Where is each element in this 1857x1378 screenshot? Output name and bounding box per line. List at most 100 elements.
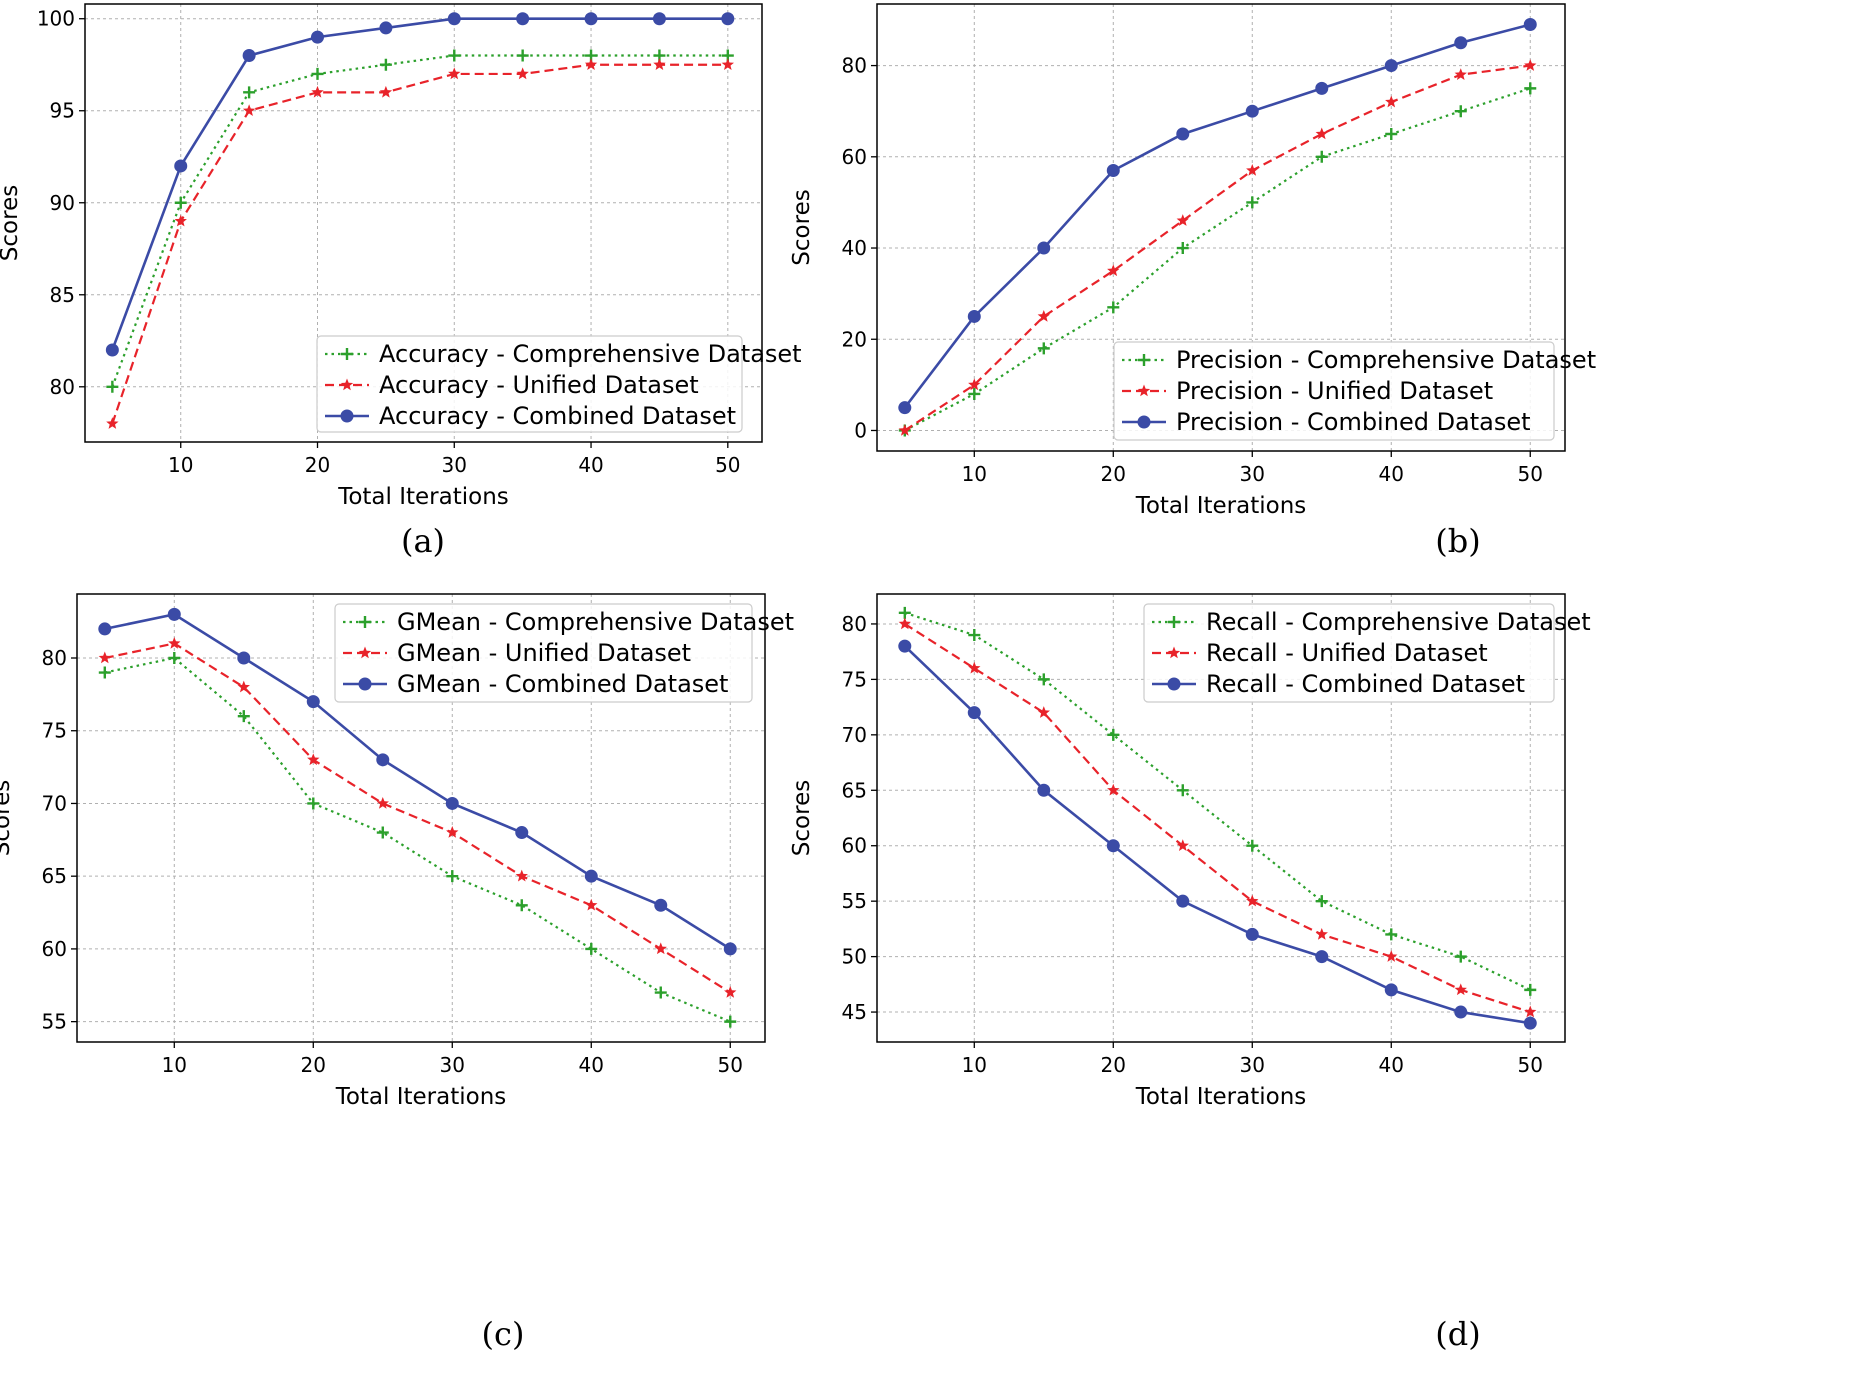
y-tick-label: 65: [842, 778, 867, 802]
legend-box: [1143, 603, 1555, 703]
series-2-point: [174, 159, 188, 173]
series-2-point: [967, 706, 981, 720]
x-axis-label: Total Iterations: [1135, 1084, 1307, 1110]
gmean-chart: 10 20 30 40 50 55 60 65 70 75 80 Total Iterations Sc…: [0, 593, 794, 1110]
series-2-point: [311, 30, 325, 44]
series-0-point: [1385, 127, 1398, 140]
series-0-point: [1176, 242, 1189, 255]
series-1-point: [516, 67, 529, 80]
series-0: [106, 49, 734, 393]
series-0-point: [1107, 728, 1120, 741]
series-1: [98, 636, 737, 998]
y-axis-label: Scores: [0, 780, 15, 856]
y-tick-label: 20: [842, 327, 867, 351]
series-2-point: [898, 401, 912, 415]
series-1-point: [448, 67, 461, 80]
series-2-point: [167, 607, 181, 621]
series-2: [898, 639, 1537, 1030]
x-tick-label: 20: [1101, 462, 1126, 486]
series-2: [98, 607, 737, 956]
x-tick-label: 20: [305, 453, 330, 477]
legend-label: GMean - Combined Dataset: [397, 670, 728, 698]
series-2-point: [1245, 927, 1259, 941]
precision-chart: 10 20 30 40 50 0 20 40 60 80 Total Iterations Score…: [789, 3, 1596, 519]
series-line: [904, 623, 1531, 1014]
series-1-point: [106, 417, 119, 429]
series-0: [98, 652, 737, 1028]
series-0-point: [311, 67, 324, 80]
series-2-point: [105, 343, 119, 357]
series-1-point: [1107, 264, 1120, 277]
series-0-point: [1454, 950, 1467, 963]
series-2-point: [584, 12, 598, 26]
y-axis-label: Scores: [0, 185, 23, 261]
legend: Precision - Comprehensive Dataset Precisi…: [1113, 341, 1596, 441]
series-line: [111, 63, 728, 424]
series-1-point: [307, 753, 320, 766]
y-tick-label: 80: [842, 612, 867, 636]
series-0-point: [446, 870, 459, 883]
series-1-point: [1315, 927, 1328, 940]
x-tick-label: 30: [1240, 462, 1265, 486]
x-tick-label: 50: [715, 453, 740, 477]
series-1: [106, 58, 734, 429]
series-1: [898, 617, 1537, 1018]
series-2-point: [1037, 241, 1051, 255]
x-tick-label: 30: [440, 1053, 465, 1077]
y-tick-label: 90: [50, 191, 75, 215]
legend-1-point: [340, 378, 354, 391]
series-0-point: [1246, 196, 1259, 209]
accuracy-chart: 10 20 30 40 50 80 85 90 95 100 Total Iterations Sco…: [0, 3, 802, 510]
legend-label: Recall - Comprehensive Dataset: [1206, 608, 1591, 636]
x-tick-label: 40: [1379, 462, 1404, 486]
legend-box: [334, 603, 753, 703]
caption-d: (d): [1435, 1315, 1481, 1353]
series-1-point: [1176, 839, 1189, 851]
legend-1-point: [1167, 646, 1181, 659]
series-1-point: [1454, 983, 1467, 996]
series-2-point: [516, 12, 530, 26]
series-2-point: [584, 869, 598, 883]
series-0-point: [376, 826, 389, 839]
x-tick-label: 10: [962, 462, 987, 486]
series-2-point: [1523, 18, 1537, 32]
series-2-point: [1106, 163, 1120, 177]
series-2: [898, 18, 1537, 415]
series-0: [898, 606, 1537, 996]
series-0-point: [174, 196, 187, 209]
caption-c: (c): [481, 1315, 525, 1353]
y-tick-label: 70: [842, 723, 867, 747]
x-tick-label: 10: [162, 1053, 187, 1077]
series-0-point: [516, 49, 529, 62]
series-line: [904, 611, 1531, 991]
series-2-point: [379, 21, 393, 35]
series-1-point: [1454, 68, 1467, 80]
y-tick-label: 80: [50, 375, 75, 399]
series-2-point: [723, 942, 737, 956]
series-2-point: [1384, 59, 1398, 73]
series-1-point: [311, 85, 324, 98]
x-tick-label: 50: [1518, 1053, 1543, 1077]
series-1-point: [1037, 706, 1050, 718]
series-2-point: [237, 651, 251, 665]
caption-b: (b): [1435, 522, 1481, 560]
series-2-point: [898, 639, 912, 653]
series-1-point: [174, 214, 187, 227]
series-1-point: [1246, 894, 1259, 907]
series-1-point: [98, 651, 111, 664]
legend-2-point: [1137, 415, 1151, 429]
y-tick-label: 55: [42, 1010, 67, 1034]
series-0-point: [243, 86, 256, 99]
series-2-point: [652, 12, 666, 26]
y-tick-label: 55: [842, 889, 867, 913]
series-2-point: [1106, 839, 1120, 853]
series-0-point: [1454, 105, 1467, 118]
series-2-point: [242, 49, 256, 63]
series-1-point: [1246, 163, 1259, 176]
series-2-point: [1315, 81, 1329, 95]
series-0-point: [448, 49, 461, 62]
legend-label: Accuracy - Combined Dataset: [379, 402, 736, 430]
grid-lines: [77, 594, 765, 1042]
legend-label: Precision - Comprehensive Dataset: [1176, 346, 1596, 374]
series-0-point: [379, 58, 392, 71]
